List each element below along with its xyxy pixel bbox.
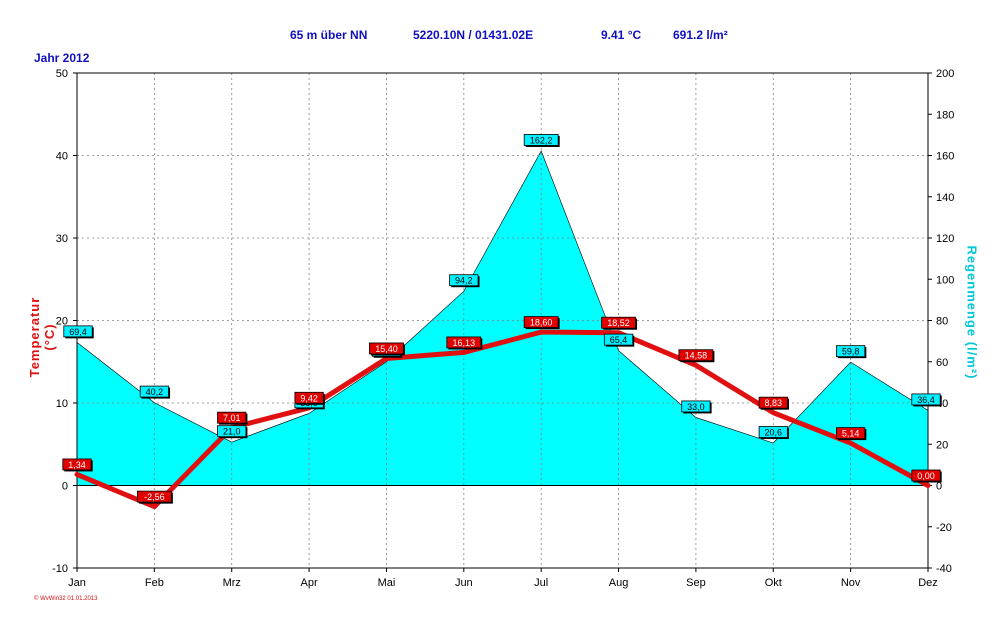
header-total-rainfall: 691.2 l/m²: [673, 28, 728, 42]
y-tick-label-right: 200: [936, 68, 954, 80]
temperature-data-label-box: [62, 458, 92, 471]
rain-data-label-box: [603, 333, 634, 346]
temperature-data-label-box: [217, 411, 247, 424]
y-tick-label-right: -40: [936, 563, 952, 575]
x-tick-label: Mrz: [223, 577, 241, 589]
x-tick-label: Okt: [765, 577, 782, 589]
rain-data-label: 69,4: [69, 327, 87, 337]
y-tick-label-right: 60: [936, 357, 948, 369]
y-tick-label-left: 20: [56, 316, 68, 328]
y-tick-label-right: 100: [936, 274, 954, 286]
header-altitude: 65 m über NN: [290, 28, 368, 42]
temperature-data-label: 18,60: [530, 318, 553, 328]
y-tick-label-right: 160: [936, 151, 954, 163]
year-label: Jahr 2012: [34, 51, 90, 65]
x-tick-label: Nov: [841, 577, 861, 589]
rain-data-label-box: [911, 393, 941, 406]
x-tick-label: Jul: [534, 577, 548, 589]
rain-data-label: 33,0: [687, 402, 705, 412]
temperature-data-label: 15,40: [375, 344, 398, 354]
temperature-data-label: 14,58: [685, 351, 708, 361]
temperature-data-label-box: [136, 490, 172, 503]
x-tick-label: Sep: [686, 577, 706, 589]
rain-data-label: 20,6: [765, 428, 783, 438]
rain-data-label: 94,2: [455, 276, 473, 286]
rain-data-label: 162,2: [530, 135, 553, 145]
y-tick-label-left: 50: [56, 68, 68, 80]
temperature-data-label-box: [758, 396, 788, 409]
header-coordinates: 5220.10N / 01431.02E: [413, 28, 534, 42]
rain-data-label: 40,2: [146, 387, 164, 397]
temperature-data-label-box: [523, 316, 559, 328]
footer-copyright: © WvWin32 01.01.2013: [34, 596, 98, 602]
x-tick-label: Apr: [301, 577, 318, 589]
temperature-line: [74, 329, 931, 510]
x-tick-label: Jun: [455, 577, 473, 589]
y-tick-label-left: 0: [62, 481, 68, 493]
y-tick-label-right: 80: [936, 316, 948, 328]
temperature-data-label: 16,13: [453, 338, 476, 348]
rain-data-label-box: [139, 385, 169, 398]
header-average-temperature: 9.41 °C: [601, 28, 642, 42]
rain-data-label-box: [758, 426, 788, 438]
x-tick-label: Dez: [918, 577, 938, 589]
temperature-data-label-box: [446, 336, 482, 349]
y-tick-label-left: 10: [56, 398, 68, 410]
temperature-data-label: 5,14: [842, 429, 860, 439]
rain-data-label-box: [523, 134, 559, 146]
rain-data-label-box: [63, 325, 93, 338]
temperature-data-label-box: [911, 469, 941, 482]
temperature-data-label: -2,56: [144, 492, 165, 502]
y-tick-label-right: 120: [936, 233, 954, 245]
x-tick-label: Feb: [145, 577, 164, 589]
temperature-data-label-box: [678, 349, 714, 362]
y-tick-label-right: 140: [936, 192, 954, 204]
temperature-data-label-box: [836, 427, 866, 439]
y-tick-label-right: 180: [936, 109, 954, 121]
rain-data-label-box: [217, 425, 247, 438]
rain-data-label: 21,0: [223, 427, 241, 437]
temperature-data-label: 18,52: [607, 318, 630, 328]
temperature-data-label-box: [369, 342, 404, 355]
temperature-data-label: 7,01: [223, 413, 241, 423]
rain-data-label: 36,4: [917, 395, 935, 405]
temperature-data-label: 0,00: [917, 471, 935, 481]
rain-data-label: 65,4: [610, 335, 628, 345]
temperature-data-label: 1,34: [68, 460, 86, 470]
y-tick-label-left: -10: [52, 563, 68, 575]
y-tick-label-right: 0: [936, 481, 942, 493]
x-tick-label: Aug: [609, 577, 629, 589]
x-tick-label: Mai: [378, 577, 396, 589]
rain-data-label-box: [836, 345, 866, 358]
temperature-data-label: 8,83: [765, 398, 783, 408]
temperature-data-label: 9,42: [300, 393, 318, 403]
y-tick-label-left: 30: [56, 233, 68, 245]
y-tick-label-right: -20: [936, 522, 952, 534]
rain-data-label-box: [449, 274, 479, 287]
rain-area: [76, 150, 929, 486]
x-tick-label: Jan: [68, 577, 86, 589]
temperature-data-label-box: [601, 316, 636, 329]
y-tick-label-right: 20: [936, 439, 948, 451]
y-tick-label-left: 40: [56, 151, 68, 163]
rain-data-label: 59,8: [842, 347, 860, 357]
rain-data-label-box: [681, 400, 711, 413]
temperature-data-label-box: [294, 391, 324, 404]
